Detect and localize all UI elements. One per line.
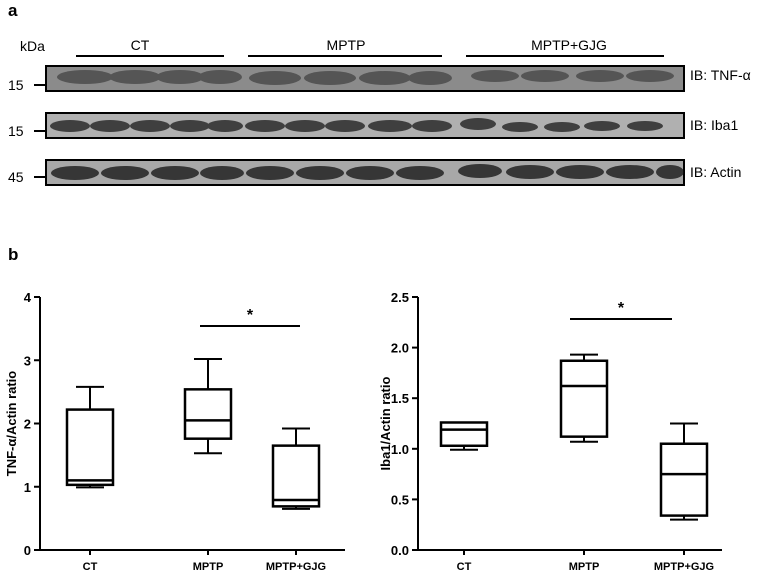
category-label: CT bbox=[457, 561, 472, 573]
category-label: MPTP+GJG bbox=[266, 561, 326, 573]
actin-band-row bbox=[51, 164, 684, 180]
y-axis-title: Iba1/Actin ratio bbox=[378, 376, 393, 470]
group-label-mptp-gjg: MPTP+GJG bbox=[531, 37, 607, 53]
y-axis-title: TNF-α/Actin ratio bbox=[4, 371, 19, 477]
iqr-box bbox=[439, 421, 489, 448]
kda-label: kDa bbox=[20, 38, 45, 54]
blot-tnf-alpha bbox=[34, 65, 685, 92]
iqr-box bbox=[559, 359, 609, 438]
panel-a-letter: a bbox=[8, 1, 18, 20]
iba1-boxplot: 0.0 0.5 1.0 1.5 2.0 2.5 Iba1/Actin ratio CT MPTP… bbox=[378, 290, 722, 573]
blot-actin bbox=[34, 159, 685, 186]
panel-b-letter: b bbox=[8, 245, 18, 264]
blot-mw-tnf: 15 bbox=[8, 77, 24, 93]
blot-mw-iba1: 15 bbox=[8, 123, 24, 139]
y-tick-label: 2.0 bbox=[391, 341, 409, 356]
category-label: MPTP bbox=[193, 561, 224, 573]
group-label-ct: CT bbox=[131, 37, 150, 53]
iqr-box bbox=[65, 408, 115, 487]
tnf-alpha-boxplot: 0 1 2 3 4 TNF-α/Actin ratio CT MPTP MPTP+GJG * bbox=[4, 290, 345, 573]
y-tick-label: 2.5 bbox=[391, 290, 409, 305]
blot-label-actin: IB: Actin bbox=[690, 164, 741, 180]
y-tick-label: 3 bbox=[24, 353, 31, 368]
blot-label-iba1: IB: Iba1 bbox=[690, 117, 738, 133]
tnf-band-row bbox=[57, 70, 674, 85]
y-tick-label: 0 bbox=[24, 543, 31, 558]
iqr-box bbox=[183, 388, 233, 440]
category-label: MPTP+GJG bbox=[654, 561, 714, 573]
y-tick-label: 1.0 bbox=[391, 442, 409, 457]
y-tick-label: 4 bbox=[24, 290, 32, 305]
y-tick-label: 2 bbox=[24, 417, 31, 432]
blot-iba1 bbox=[34, 112, 685, 139]
y-tick-label: 0.0 bbox=[391, 543, 409, 558]
significance-label: * bbox=[247, 307, 254, 324]
iba1-band-row bbox=[50, 118, 663, 132]
y-tick-label: 1.5 bbox=[391, 391, 409, 406]
category-label: CT bbox=[83, 561, 98, 573]
y-tick-label: 1 bbox=[24, 480, 31, 495]
iqr-box bbox=[271, 444, 321, 508]
group-label-mptp: MPTP bbox=[327, 37, 366, 53]
category-label: MPTP bbox=[569, 561, 600, 573]
blot-label-tnf: IB: TNF-α bbox=[690, 67, 751, 83]
y-tick-label: 0.5 bbox=[391, 492, 409, 507]
blot-mw-actin: 45 bbox=[8, 169, 24, 185]
iqr-box bbox=[659, 442, 709, 517]
significance-label: * bbox=[618, 300, 625, 317]
